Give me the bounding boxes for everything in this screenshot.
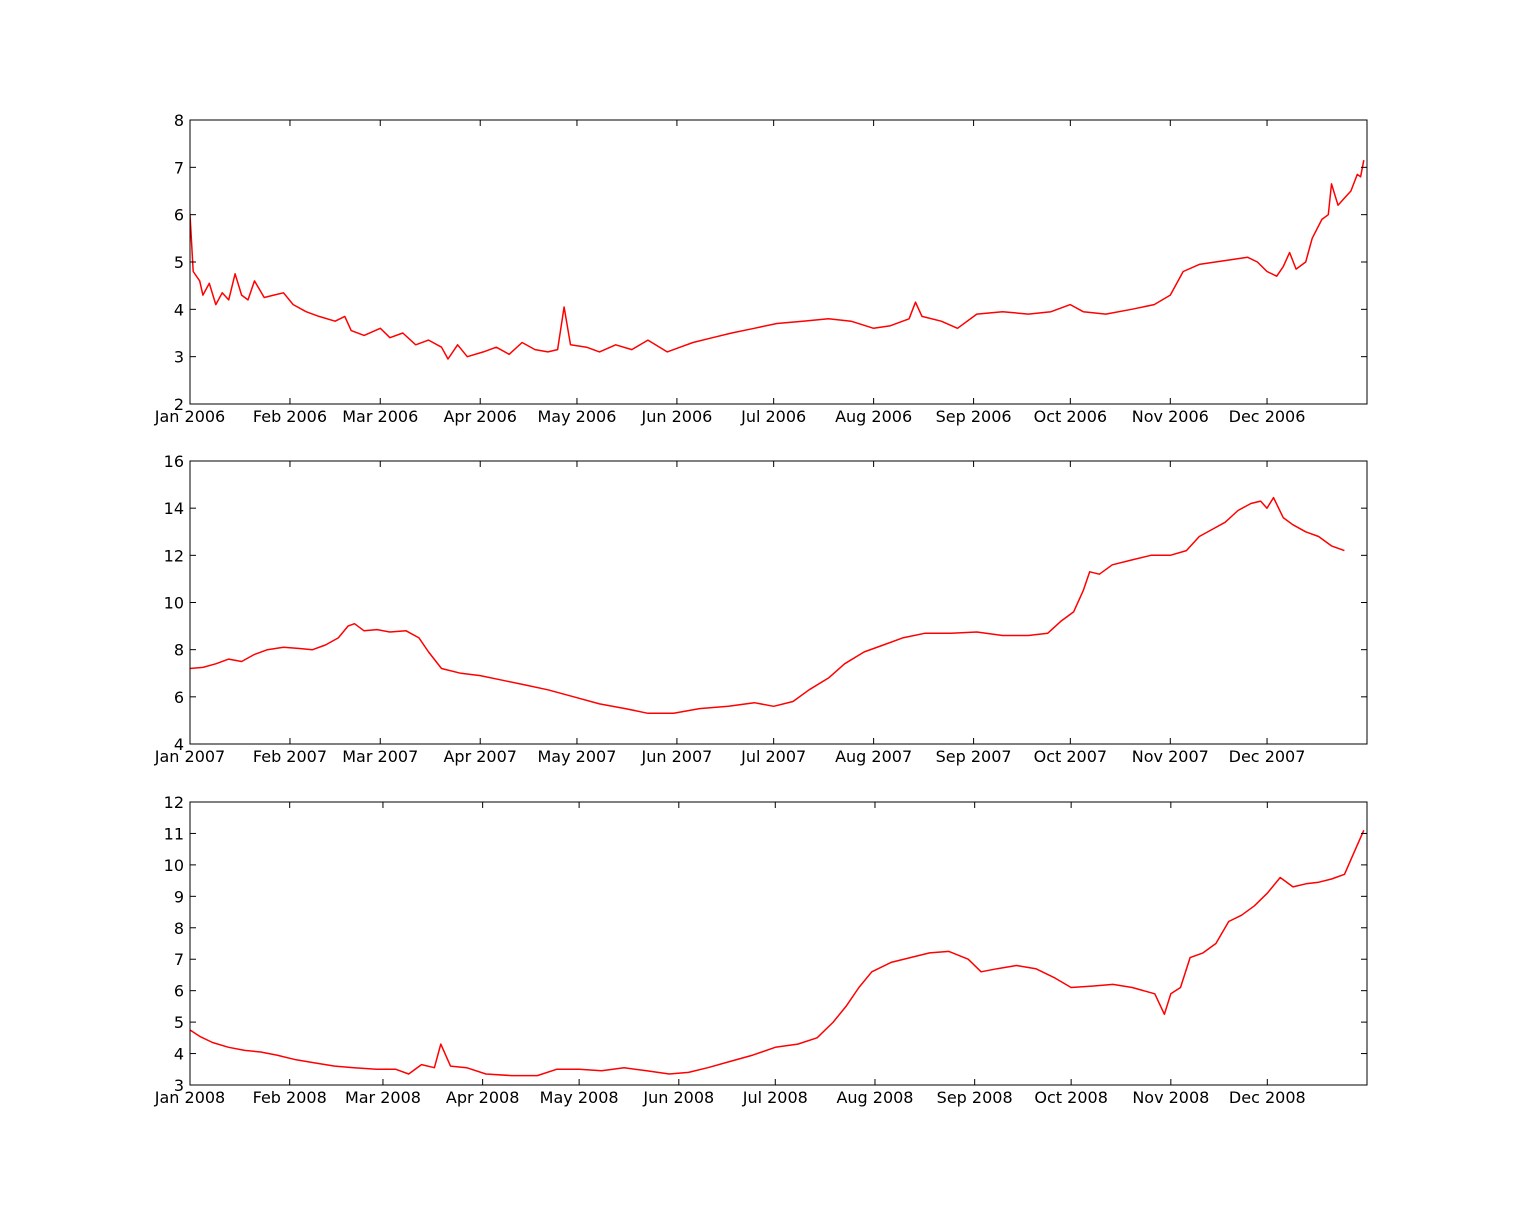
y-tick-label: 10	[164, 594, 184, 613]
y-tick-label: 5	[174, 1013, 184, 1032]
y-tick-label: 9	[174, 887, 184, 906]
series-line-2006	[190, 160, 1365, 360]
y-tick-label: 8	[174, 111, 184, 130]
x-tick-label: Aug 2006	[835, 407, 912, 426]
y-tick-label: 8	[174, 919, 184, 938]
x-tick-label: Jul 2006	[740, 407, 806, 426]
y-tick-label: 14	[164, 499, 184, 518]
x-tick-label: Jan 2007	[154, 747, 225, 766]
y-tick-label: 11	[164, 824, 184, 843]
subplot-2007: 4 6 8 10 12 14 16 Jan 2007 Feb 2007 Mar 2007 Apr 2…	[154, 452, 1368, 766]
x-tick-label: Jul 2008	[742, 1088, 808, 1107]
x-tick-label: Mar 2006	[342, 407, 418, 426]
x-tick-label: Mar 2007	[342, 747, 418, 766]
x-tick-label: Oct 2008	[1034, 1088, 1107, 1107]
x-tick-label: Nov 2006	[1132, 407, 1209, 426]
x-tick-label: Jan 2006	[154, 407, 225, 426]
x-tick-label: Feb 2008	[253, 1088, 327, 1107]
x-tick-label: Sep 2007	[936, 747, 1012, 766]
y-tick-label: 7	[174, 950, 184, 969]
y-tick-label: 7	[174, 158, 184, 177]
x-tick-label: May 2008	[540, 1088, 619, 1107]
y-tick-label: 10	[164, 856, 184, 875]
y-tick-label: 4	[174, 300, 184, 319]
y-tick-label: 6	[174, 688, 184, 707]
y-tick-label: 3	[174, 348, 184, 367]
y-tick-label: 6	[174, 206, 184, 225]
y-tick-label: 8	[174, 641, 184, 660]
y-tick-label: 2	[174, 395, 184, 414]
x-tick-label: Jun 2008	[642, 1088, 714, 1107]
x-tick-label: Apr 2006	[443, 407, 516, 426]
x-tick-label: Feb 2006	[253, 407, 327, 426]
y-tick-label: 12	[164, 546, 184, 565]
series-line-2007	[190, 496, 1345, 715]
x-tick-label: Jun 2007	[641, 747, 713, 766]
x-tick-label: Apr 2007	[443, 747, 516, 766]
y-tick-label: 16	[164, 452, 184, 471]
y-tick-label: 4	[174, 735, 184, 754]
x-tick-label: Oct 2007	[1034, 747, 1107, 766]
y-tick-label: 6	[174, 982, 184, 1001]
y-tick-label: 3	[174, 1076, 184, 1095]
x-tick-label: Dec 2008	[1229, 1088, 1306, 1107]
x-tick-label: Apr 2008	[446, 1088, 519, 1107]
x-tick-label: Dec 2006	[1229, 407, 1306, 426]
series-line-2008	[190, 829, 1365, 1077]
x-tick-label: Aug 2008	[836, 1088, 913, 1107]
y-tick-label: 4	[174, 1045, 184, 1064]
x-tick-label: Sep 2008	[937, 1088, 1013, 1107]
x-tick-label: Nov 2008	[1132, 1088, 1209, 1107]
x-tick-label: Mar 2008	[345, 1088, 421, 1107]
y-tick-label: 12	[164, 793, 184, 812]
x-tick-label: Sep 2006	[936, 407, 1012, 426]
subplot-2008: 3 4 5 6 7 8 9 10 11 12 Jan 2008 Feb 2008 Mar 2008 Apr…	[154, 793, 1368, 1107]
axes-frame	[189, 801, 1368, 1086]
x-tick-label: Feb 2007	[253, 747, 327, 766]
x-tick-label: May 2006	[538, 407, 617, 426]
x-tick-label: Nov 2007	[1132, 747, 1209, 766]
x-tick-label: Dec 2007	[1229, 747, 1306, 766]
subplots: 2 3 4 5 6 7 8 Jan 2006 Feb 2006 Mar 2006 Apr 2006 M…	[154, 111, 1368, 1107]
x-tick-label: Aug 2007	[835, 747, 912, 766]
subplot-2006: 2 3 4 5 6 7 8 Jan 2006 Feb 2006 Mar 2006 Apr 2006 M…	[154, 111, 1368, 426]
x-tick-label: May 2007	[538, 747, 617, 766]
x-tick-label: Oct 2006	[1034, 407, 1107, 426]
y-tick-label: 5	[174, 253, 184, 272]
x-tick-label: Jun 2006	[641, 407, 713, 426]
x-tick-label: Jan 2008	[154, 1088, 225, 1107]
x-tick-label: Jul 2007	[740, 747, 806, 766]
